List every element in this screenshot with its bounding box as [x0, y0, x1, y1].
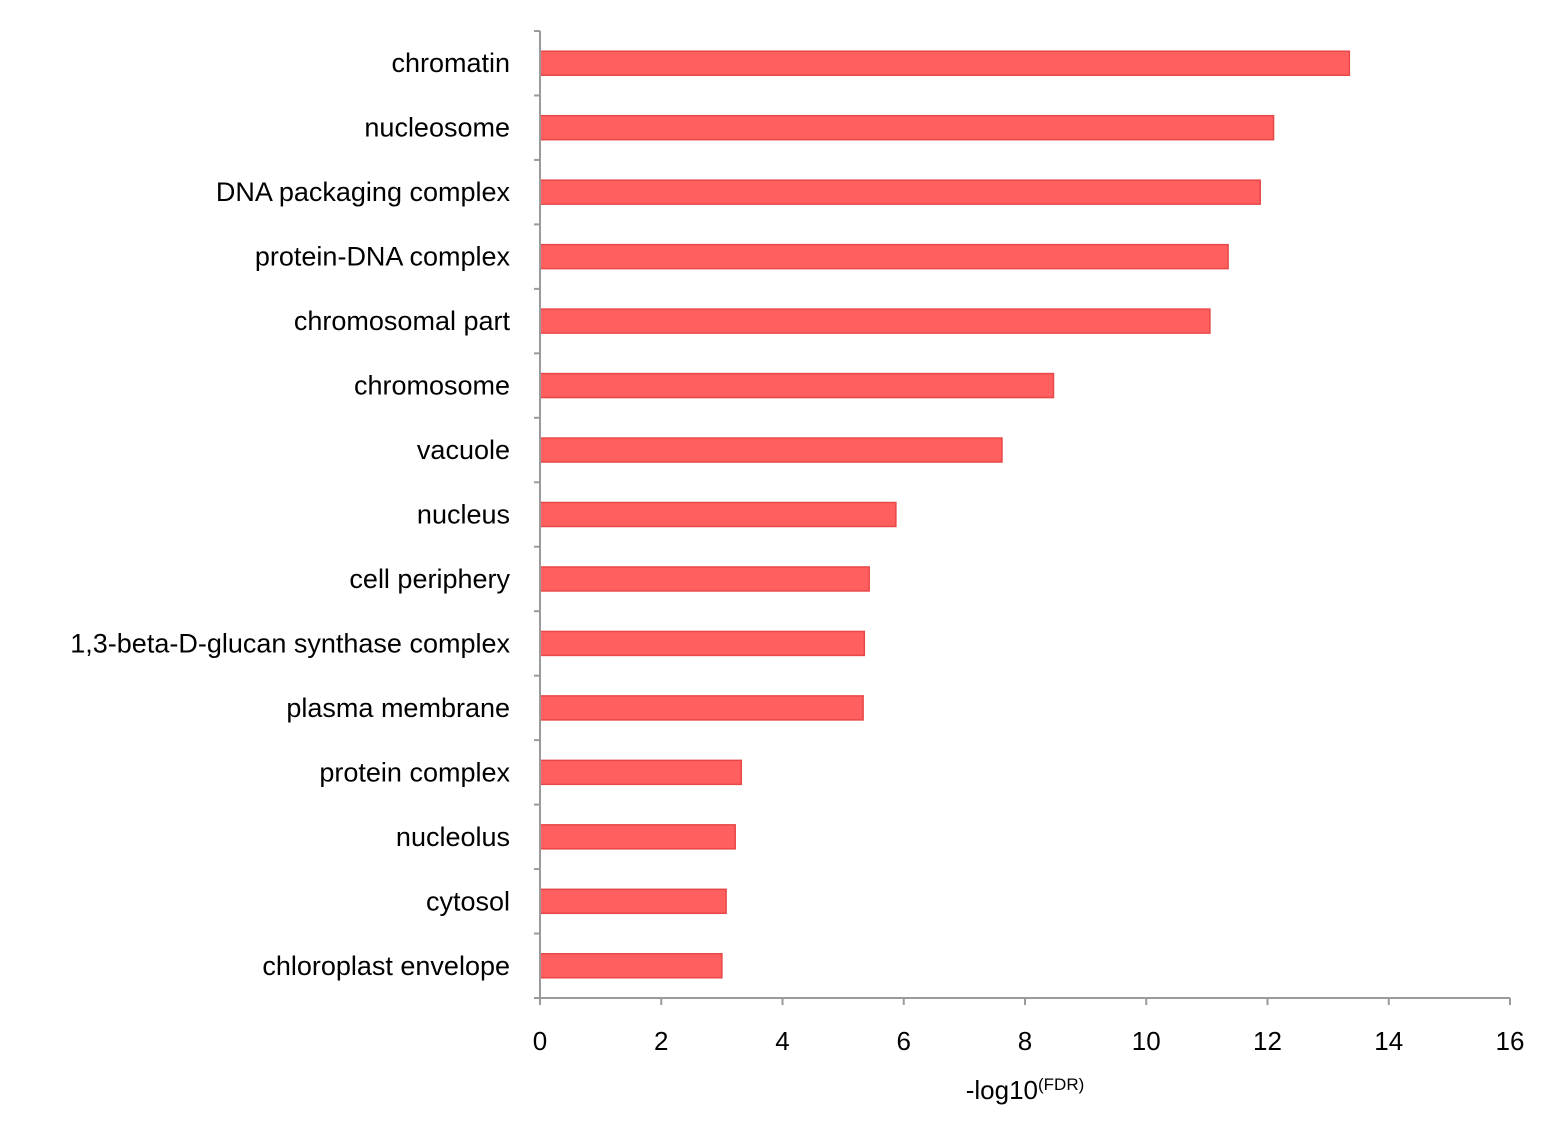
bar-chromosome	[539, 372, 1055, 399]
bar-1-3-beta-d-glucan-synthase-complex	[539, 630, 866, 657]
bar-protein-dna-complex	[539, 243, 1229, 270]
bar-chloroplast-envelope	[539, 953, 723, 979]
x-tick-label: 16	[1496, 1026, 1525, 1056]
x-tick-label: 12	[1253, 1026, 1282, 1056]
bar-nucleus	[539, 501, 897, 528]
bar-vacuole	[539, 437, 1003, 463]
bar-dna-packaging-complex	[539, 179, 1261, 205]
category-label: cell periphery	[349, 564, 510, 594]
category-label: cytosol	[426, 886, 510, 916]
x-axis-tick-labels: 0 2 4 6 8 10 12 14 16	[533, 1026, 1525, 1056]
x-tick-label: 6	[897, 1026, 911, 1056]
y-axis-ticks	[534, 30, 540, 999]
x-tick-label: 2	[654, 1026, 668, 1056]
category-label: plasma membrane	[286, 693, 510, 723]
x-axis-title-superscript: (FDR)	[1038, 1075, 1084, 1094]
category-label: nucleolus	[396, 822, 510, 852]
x-tick-label: 14	[1374, 1026, 1403, 1056]
category-label: nucleus	[417, 500, 510, 530]
x-tick-label: 0	[533, 1026, 547, 1056]
category-label: protein complex	[319, 757, 510, 787]
category-label: chromosome	[354, 371, 510, 401]
x-tick-label: 4	[775, 1026, 789, 1056]
category-label: chromosomal part	[294, 306, 511, 336]
x-axis-title: -log10(FDR)	[966, 1075, 1085, 1105]
bar-cytosol	[539, 888, 727, 915]
category-label: DNA packaging complex	[216, 177, 511, 207]
x-tick-label: 8	[1018, 1026, 1032, 1056]
bar-chromosomal-part	[539, 308, 1211, 334]
bar-chromatin	[539, 50, 1351, 76]
category-label: chromatin	[391, 48, 510, 78]
category-label: nucleosome	[364, 113, 510, 143]
x-tick-label: 10	[1132, 1026, 1161, 1056]
category-label: vacuole	[417, 435, 510, 465]
category-label: protein-DNA complex	[255, 242, 511, 272]
category-labels: chromatin nucleosome DNA packaging complex…	[70, 48, 510, 981]
bar-nucleosome	[539, 114, 1275, 141]
x-axis-ticks	[539, 998, 1511, 1005]
category-label: chloroplast envelope	[262, 951, 510, 981]
category-label: 1,3-beta-D-glucan synthase complex	[70, 628, 510, 658]
bar-cell-periphery	[539, 566, 870, 592]
x-axis-title-main: -log10	[966, 1075, 1038, 1105]
axes: 0 2 4 6 8 10 12 14 16	[533, 30, 1525, 1056]
bar-protein-complex	[539, 759, 743, 786]
bar-plasma-membrane	[539, 695, 864, 721]
bar-nucleolus	[539, 824, 736, 850]
bars	[539, 50, 1351, 979]
